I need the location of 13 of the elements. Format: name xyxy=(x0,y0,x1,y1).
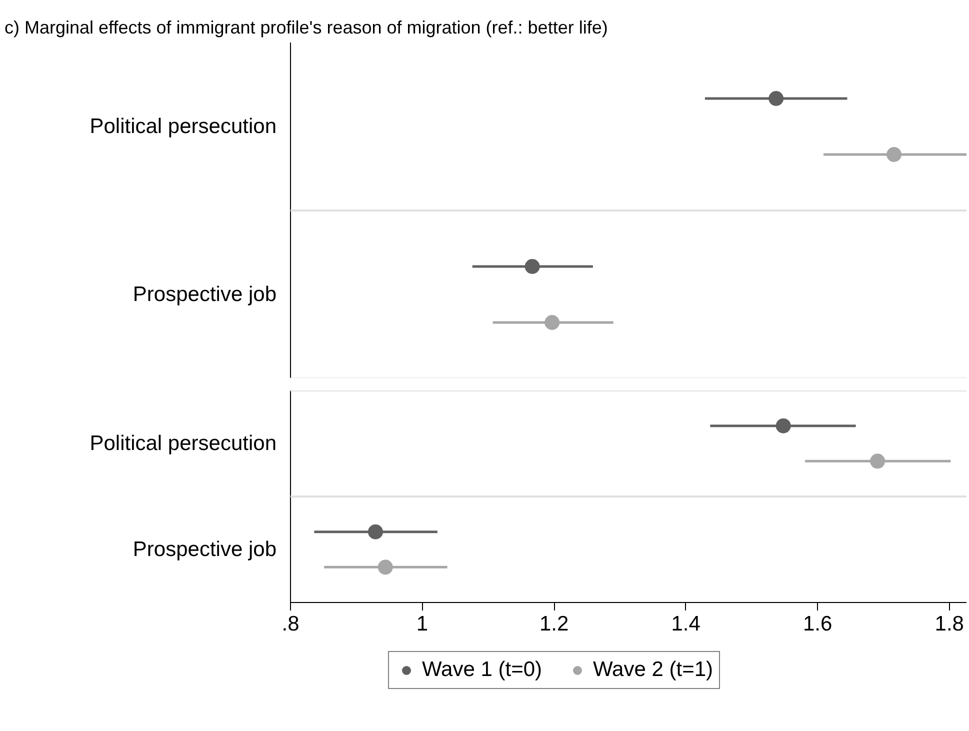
x-tick-label: 1.4 xyxy=(671,612,701,636)
x-tick-label: .8 xyxy=(282,612,300,636)
chart-title: c) Marginal effects of immigrant profile's reason of migration (ref.: better life) xyxy=(4,18,608,38)
y-tick-label: Political persecution xyxy=(90,115,276,138)
x-tick-label: 1.8 xyxy=(934,612,964,636)
x-tick-label: 1.6 xyxy=(803,612,832,636)
y-tick-label: Prospective job xyxy=(132,538,277,561)
y-tick-label: Prospective job xyxy=(132,283,277,306)
legend-label: Wave 1 (t=0) xyxy=(422,658,542,682)
legend-label: Wave 2 (t=1) xyxy=(593,658,714,682)
x-tick-label: 1.2 xyxy=(539,612,569,636)
x-tick-label: 1 xyxy=(416,612,428,636)
y-tick-label: Political persecution xyxy=(90,432,276,455)
